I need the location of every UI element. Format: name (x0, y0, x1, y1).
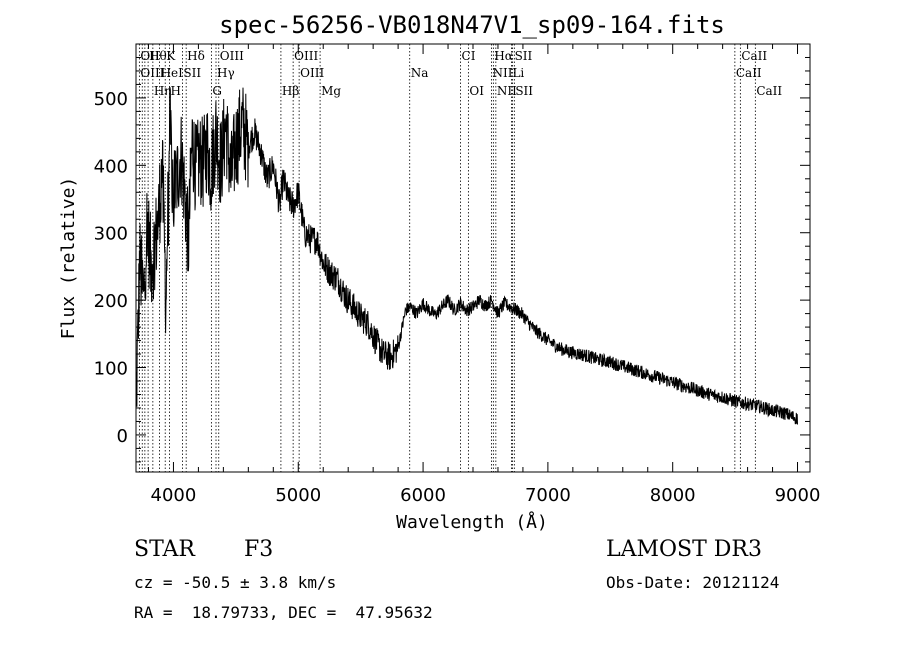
axis-ticks (136, 44, 810, 472)
coordinates: RA = 18.79733, DEC = 47.95632 (134, 603, 433, 622)
x-tick-label: 4000 (151, 485, 197, 506)
x-tick-label: 7000 (525, 485, 571, 506)
line-label: CaII (741, 49, 767, 63)
line-label: CaII (756, 84, 782, 98)
line-label: OIII (294, 49, 318, 63)
y-tick-label: 100 (94, 359, 128, 380)
line-label: Mg (321, 84, 341, 98)
line-label: Hη (154, 84, 172, 98)
y-tick-label: 200 (94, 291, 128, 312)
tick-labels: 4000 5000 6000 7000 8000 9000 0 100 200 300 400 500 (94, 89, 821, 506)
x-tick-label: 6000 (400, 485, 446, 506)
x-tick-label: 8000 (650, 485, 696, 506)
line-label: HeI (161, 66, 184, 80)
line-label: SII (515, 84, 533, 98)
chart-title: spec-56256-VB018N47V1_sp09-164.fits (219, 11, 725, 39)
object-class: STAR (134, 537, 195, 562)
line-label: Hα (494, 49, 513, 63)
object-subclass: F3 (244, 537, 274, 562)
x-tick-label: 9000 (775, 485, 821, 506)
spectrum-series-line (135, 86, 798, 425)
line-label: Hθ (149, 49, 167, 63)
obs-date: Obs-Date: 20121124 (606, 573, 780, 592)
line-label: Hβ (282, 84, 299, 98)
x-tick-label: 5000 (275, 485, 321, 506)
line-markers (138, 44, 756, 472)
line-label: NII (492, 66, 512, 80)
redshift-readout: cz = -50.5 ± 3.8 km/s (134, 573, 337, 592)
y-tick-label: 0 (117, 426, 128, 447)
line-label: OI (469, 84, 484, 98)
x-axis-label: Wavelength (Å) (396, 511, 548, 533)
line-label: OIII (300, 66, 324, 80)
line-label: OIII (220, 49, 244, 63)
line-label: SII (183, 66, 201, 80)
line-label: NII (497, 84, 517, 98)
survey-name: LAMOST DR3 (606, 537, 762, 562)
line-label: Hδ (187, 49, 205, 63)
line-label: Li (512, 66, 524, 80)
line-label: K (166, 49, 176, 63)
line-label: CaII (736, 66, 762, 80)
y-tick-label: 400 (94, 156, 128, 177)
line-label: CI (462, 49, 476, 63)
line-label: Na (411, 66, 429, 80)
y-tick-label: 300 (94, 224, 128, 245)
line-label: OII (140, 49, 160, 63)
line-label: SII (515, 49, 533, 63)
line-label: OIII (140, 66, 164, 80)
line-label: H (170, 84, 180, 98)
line-label: G (212, 84, 222, 98)
plot-frame (135, 43, 811, 473)
line-label: Hγ (217, 66, 235, 80)
y-tick-label: 500 (94, 89, 128, 110)
y-axis-label: Flux (relative) (58, 177, 79, 340)
